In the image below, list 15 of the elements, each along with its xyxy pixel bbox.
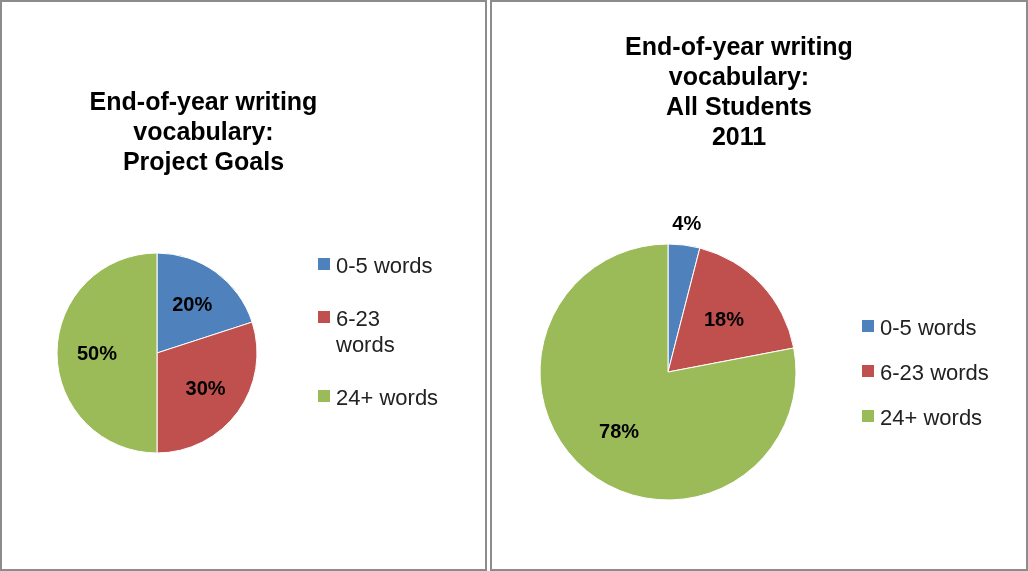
legend-label: 6-23 words — [335, 305, 395, 357]
legend-label: 0-5 words — [336, 252, 433, 278]
legend-label: 24+ words — [880, 404, 983, 430]
data-label: 20% — [172, 293, 213, 316]
data-label: 50% — [76, 342, 118, 364]
legend-label: 6-23 words — [880, 359, 989, 385]
chart-title: End-of-year writing vocabulary: Project Goals — [89, 87, 318, 175]
chart-title: End-of-year writing vocabulary: All Students 2011 — [625, 32, 853, 150]
data-label: 4% — [672, 212, 702, 235]
data-label: 18% — [703, 308, 745, 331]
legend-label: 24+ words — [336, 384, 439, 410]
legend-label: 0-5 words — [880, 314, 977, 340]
data-label: 30% — [185, 377, 226, 400]
pie-slice — [539, 243, 797, 501]
data-label: 78% — [599, 420, 640, 443]
